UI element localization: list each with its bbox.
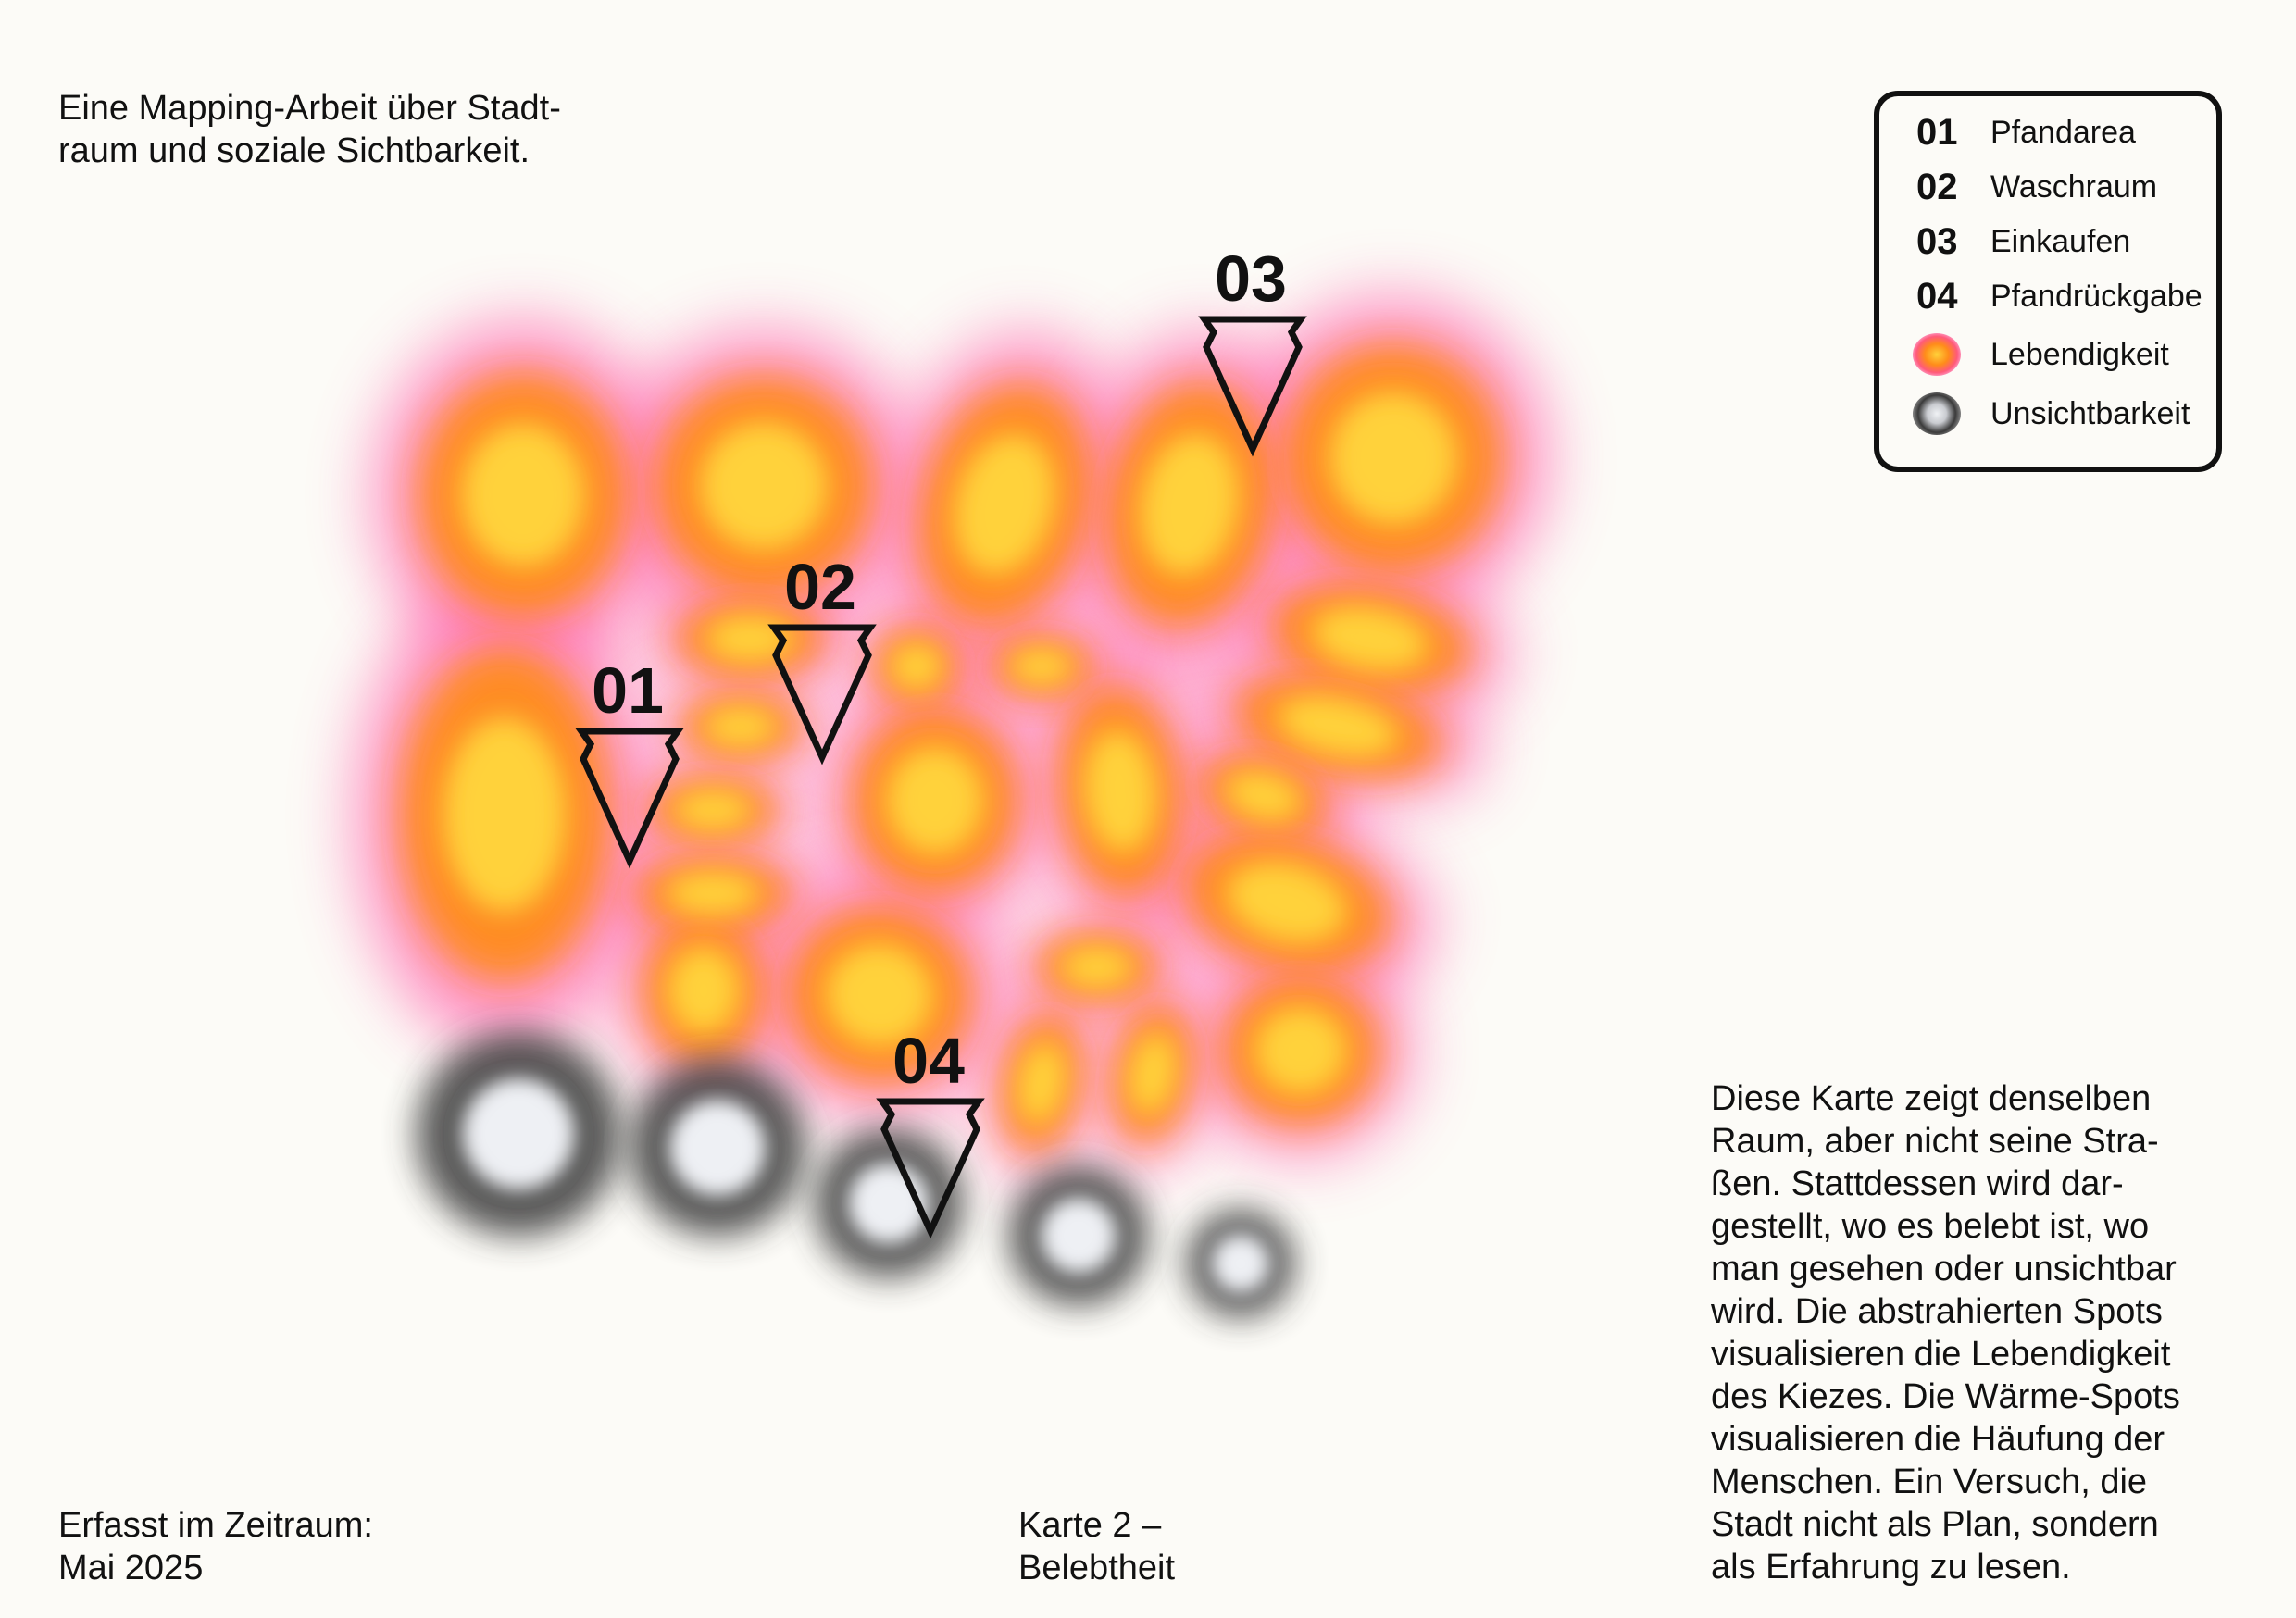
heat-spot-core (700, 422, 828, 550)
map-description: Diese Karte zeigt denselben Raum, aber n… (1711, 1079, 2180, 1587)
invisibility-spot-core (1040, 1197, 1117, 1275)
heat-spot-core (667, 871, 759, 915)
legend-item-02: 02 Waschraum (1879, 164, 2227, 210)
heat-spot-core (826, 943, 933, 1047)
marker-arrow-icon (575, 728, 684, 869)
legend-label: Lebendigkeit (1990, 337, 2169, 372)
marker-label: 04 (892, 1025, 965, 1097)
heat-spot-core (668, 947, 740, 1034)
heat-spot-core (1226, 771, 1302, 821)
heat-spot-icon (1913, 333, 1961, 376)
legend-item-01: 01 Pfandarea (1879, 109, 2227, 156)
marker-01: 01 (575, 654, 684, 869)
marker-arrow-icon (876, 1098, 985, 1239)
marker-arrow-icon (767, 624, 877, 765)
legend-item-04: 04 Pfandrückgabe (1879, 273, 2227, 319)
legend-number: 01 (1916, 112, 1958, 153)
legend-item-03: 03 Einkaufen (1879, 218, 2227, 265)
heat-spot-core (1061, 947, 1133, 988)
legend-number: 03 (1916, 221, 1958, 262)
heat-spot-core (1278, 696, 1398, 757)
marker-arrow-icon (1198, 316, 1307, 457)
heat-spot-core (1254, 1007, 1347, 1094)
invisibility-spot-core (1211, 1234, 1270, 1293)
heat-spot-core (1140, 433, 1240, 576)
map-markers: 01 02 03 04 (575, 243, 1307, 1239)
capture-period: Erfasst im Zeitraum: Mai 2025 (58, 1506, 373, 1587)
heat-spot-core (886, 747, 984, 854)
heat-spot-core (891, 643, 942, 690)
invisibility-spot-icon (1913, 392, 1961, 435)
marker-04: 04 (876, 1025, 985, 1239)
heat-spot-core (1129, 1033, 1177, 1114)
heat-spot-core (954, 434, 1055, 575)
marker-02: 02 (767, 551, 877, 765)
legend-number: 04 (1916, 276, 1958, 317)
heat-spot-core (1017, 1042, 1066, 1124)
invisibility-spot-core (668, 1099, 767, 1197)
marker-label: 02 (784, 551, 856, 623)
heat-spot-core (1227, 862, 1347, 943)
legend-number: 02 (1916, 167, 1958, 207)
heat-spots-yellow-layer (443, 392, 1457, 1124)
legend-label: Pfandarea (1990, 115, 2136, 150)
heat-spot-core (674, 790, 752, 829)
marker-03: 03 (1198, 243, 1307, 457)
legend-label: Unsichtbarkeit (1990, 396, 2190, 431)
legend-label: Waschraum (1990, 169, 2158, 205)
subtitle: Eine Mapping-Arbeit über Stadt- raum und… (58, 89, 561, 170)
heat-spot-core (1011, 648, 1072, 685)
invisibility-spot-core (462, 1077, 575, 1190)
legend-label: Einkaufen (1990, 224, 2131, 259)
marker-label: 03 (1215, 243, 1287, 315)
legend: 01 Pfandarea 02 Waschraum 03 Einkaufen 0… (1874, 91, 2222, 472)
legend-item-lebendigkeit: Lebendigkeit (1879, 331, 2227, 378)
heat-spot-core (443, 717, 566, 912)
legend-item-unsichtbarkeit: Unsichtbarkeit (1879, 391, 2227, 437)
card-title: Karte 2 – Belebtheit (1018, 1506, 1176, 1587)
marker-label: 01 (592, 654, 664, 727)
legend-label: Pfandrückgabe (1990, 279, 2202, 314)
heat-spot-core (462, 424, 584, 566)
heat-spot-core (1084, 730, 1156, 853)
heat-spot-core (705, 707, 777, 746)
heat-spot-core (1329, 392, 1457, 525)
heat-spot-core (1312, 606, 1429, 671)
